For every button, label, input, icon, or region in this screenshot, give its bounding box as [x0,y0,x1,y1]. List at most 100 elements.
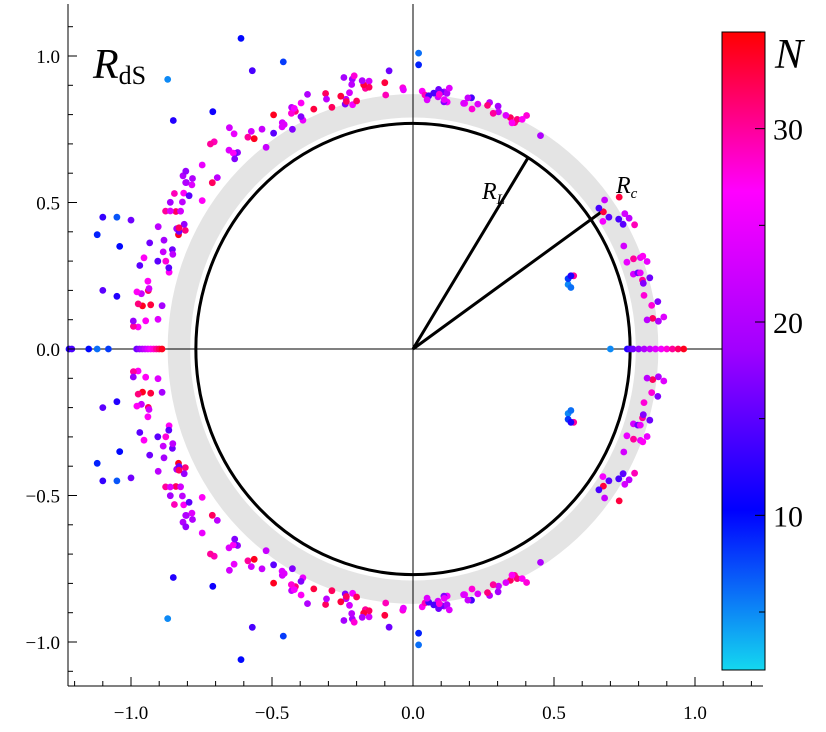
data-point-259 [158,388,166,396]
data-point-357 [680,345,688,353]
data-point-401 [567,407,575,414]
data-point-272 [169,250,177,258]
data-point-144 [262,143,270,151]
data-point-235 [181,464,189,471]
data-point-361 [248,67,256,75]
data-point-247 [146,451,154,459]
data-point-218 [154,223,162,231]
colorbar-rect [721,31,766,671]
data-point-328 [636,269,644,277]
data-point-288 [601,196,608,204]
data-point-355 [669,345,676,353]
data-point-228 [142,317,150,325]
data-point-386 [209,582,217,590]
data-point-150 [247,127,255,135]
data-point-128 [289,125,296,133]
data-point-136 [310,105,318,113]
data-point-256 [160,236,168,244]
data-point-237 [140,436,148,444]
data-point-281 [625,476,633,484]
data-point-227 [154,433,162,441]
data-point-140 [270,129,277,137]
data-point-390 [127,474,135,482]
radius-label-subscript: c [631,186,638,202]
data-point-308 [640,292,648,299]
data-point-123 [278,567,286,575]
data-point-59 [464,596,472,604]
data-point-199 [177,483,185,491]
data-point-353 [657,345,665,353]
data-point-396 [567,284,575,291]
data-point-53 [460,591,467,599]
data-point-376 [93,345,101,353]
data-point-380 [415,629,422,637]
data-point-154 [180,189,188,197]
data-point-391 [116,448,124,455]
data-point-55 [423,594,431,602]
data-point-349 [635,345,642,353]
data-point-120 [358,77,366,85]
data-point-169 [207,550,214,558]
data-point-303 [655,373,662,381]
data-point-236 [140,254,148,262]
data-point-60 [443,89,451,97]
data-point-290 [643,258,651,265]
data-point-403 [567,418,575,426]
data-point-296 [639,279,647,287]
data-point-85 [297,591,305,599]
data-point-156 [208,179,216,187]
data-point-42 [537,132,544,140]
data-point-298 [605,213,613,221]
ticks [68,26,752,686]
data-point-230 [130,323,137,330]
data-point-23 [502,579,510,586]
data-point-362 [279,58,287,66]
data-point-83 [400,604,407,612]
data-point-126 [297,113,305,120]
data-point-351 [646,345,654,353]
data-point-27 [513,575,521,582]
data-point-201 [166,483,174,491]
data-point-370 [116,243,124,250]
data-point-187 [226,566,233,574]
data-point-29 [440,595,448,602]
data-point-65 [518,575,526,582]
data-point-312 [631,221,638,229]
radius-line-r-l [411,156,530,350]
data-point-198 [177,207,185,215]
data-point-86 [322,90,329,97]
data-point-314 [646,274,654,282]
data-point-282 [623,258,631,266]
radius-label-c: Rc [615,173,638,202]
data-point-261 [159,442,167,450]
data-point-300 [654,298,662,305]
data-point-64 [518,116,526,123]
data-point-320 [621,210,629,218]
data-point-334 [643,316,651,324]
data-point-32 [468,105,476,113]
data-point-56 [430,89,438,97]
data-point-80 [304,91,311,98]
data-point-66 [435,90,443,98]
data-point-69 [385,623,393,631]
data-point-258 [158,302,166,310]
data-point-348 [629,345,637,353]
data-point-97 [381,611,389,619]
x-tick-label: 0.0 [401,703,425,724]
data-point-114 [353,97,360,105]
data-point-257 [160,454,168,462]
data-point-363 [164,76,172,83]
data-point-62 [445,84,453,92]
data-point-330 [615,215,623,223]
data-point-135 [346,601,353,609]
colorbar-tick-label: 20 [773,307,803,340]
data-point-93 [348,610,356,617]
data-point-158 [198,197,206,205]
data-point-180 [182,167,190,175]
data-point-45 [489,581,497,589]
data-point-293 [615,497,623,505]
data-point-317 [620,448,628,456]
chart-title-subscript: dS [119,61,146,90]
data-point-211 [250,555,258,563]
data-point-61 [443,601,451,609]
